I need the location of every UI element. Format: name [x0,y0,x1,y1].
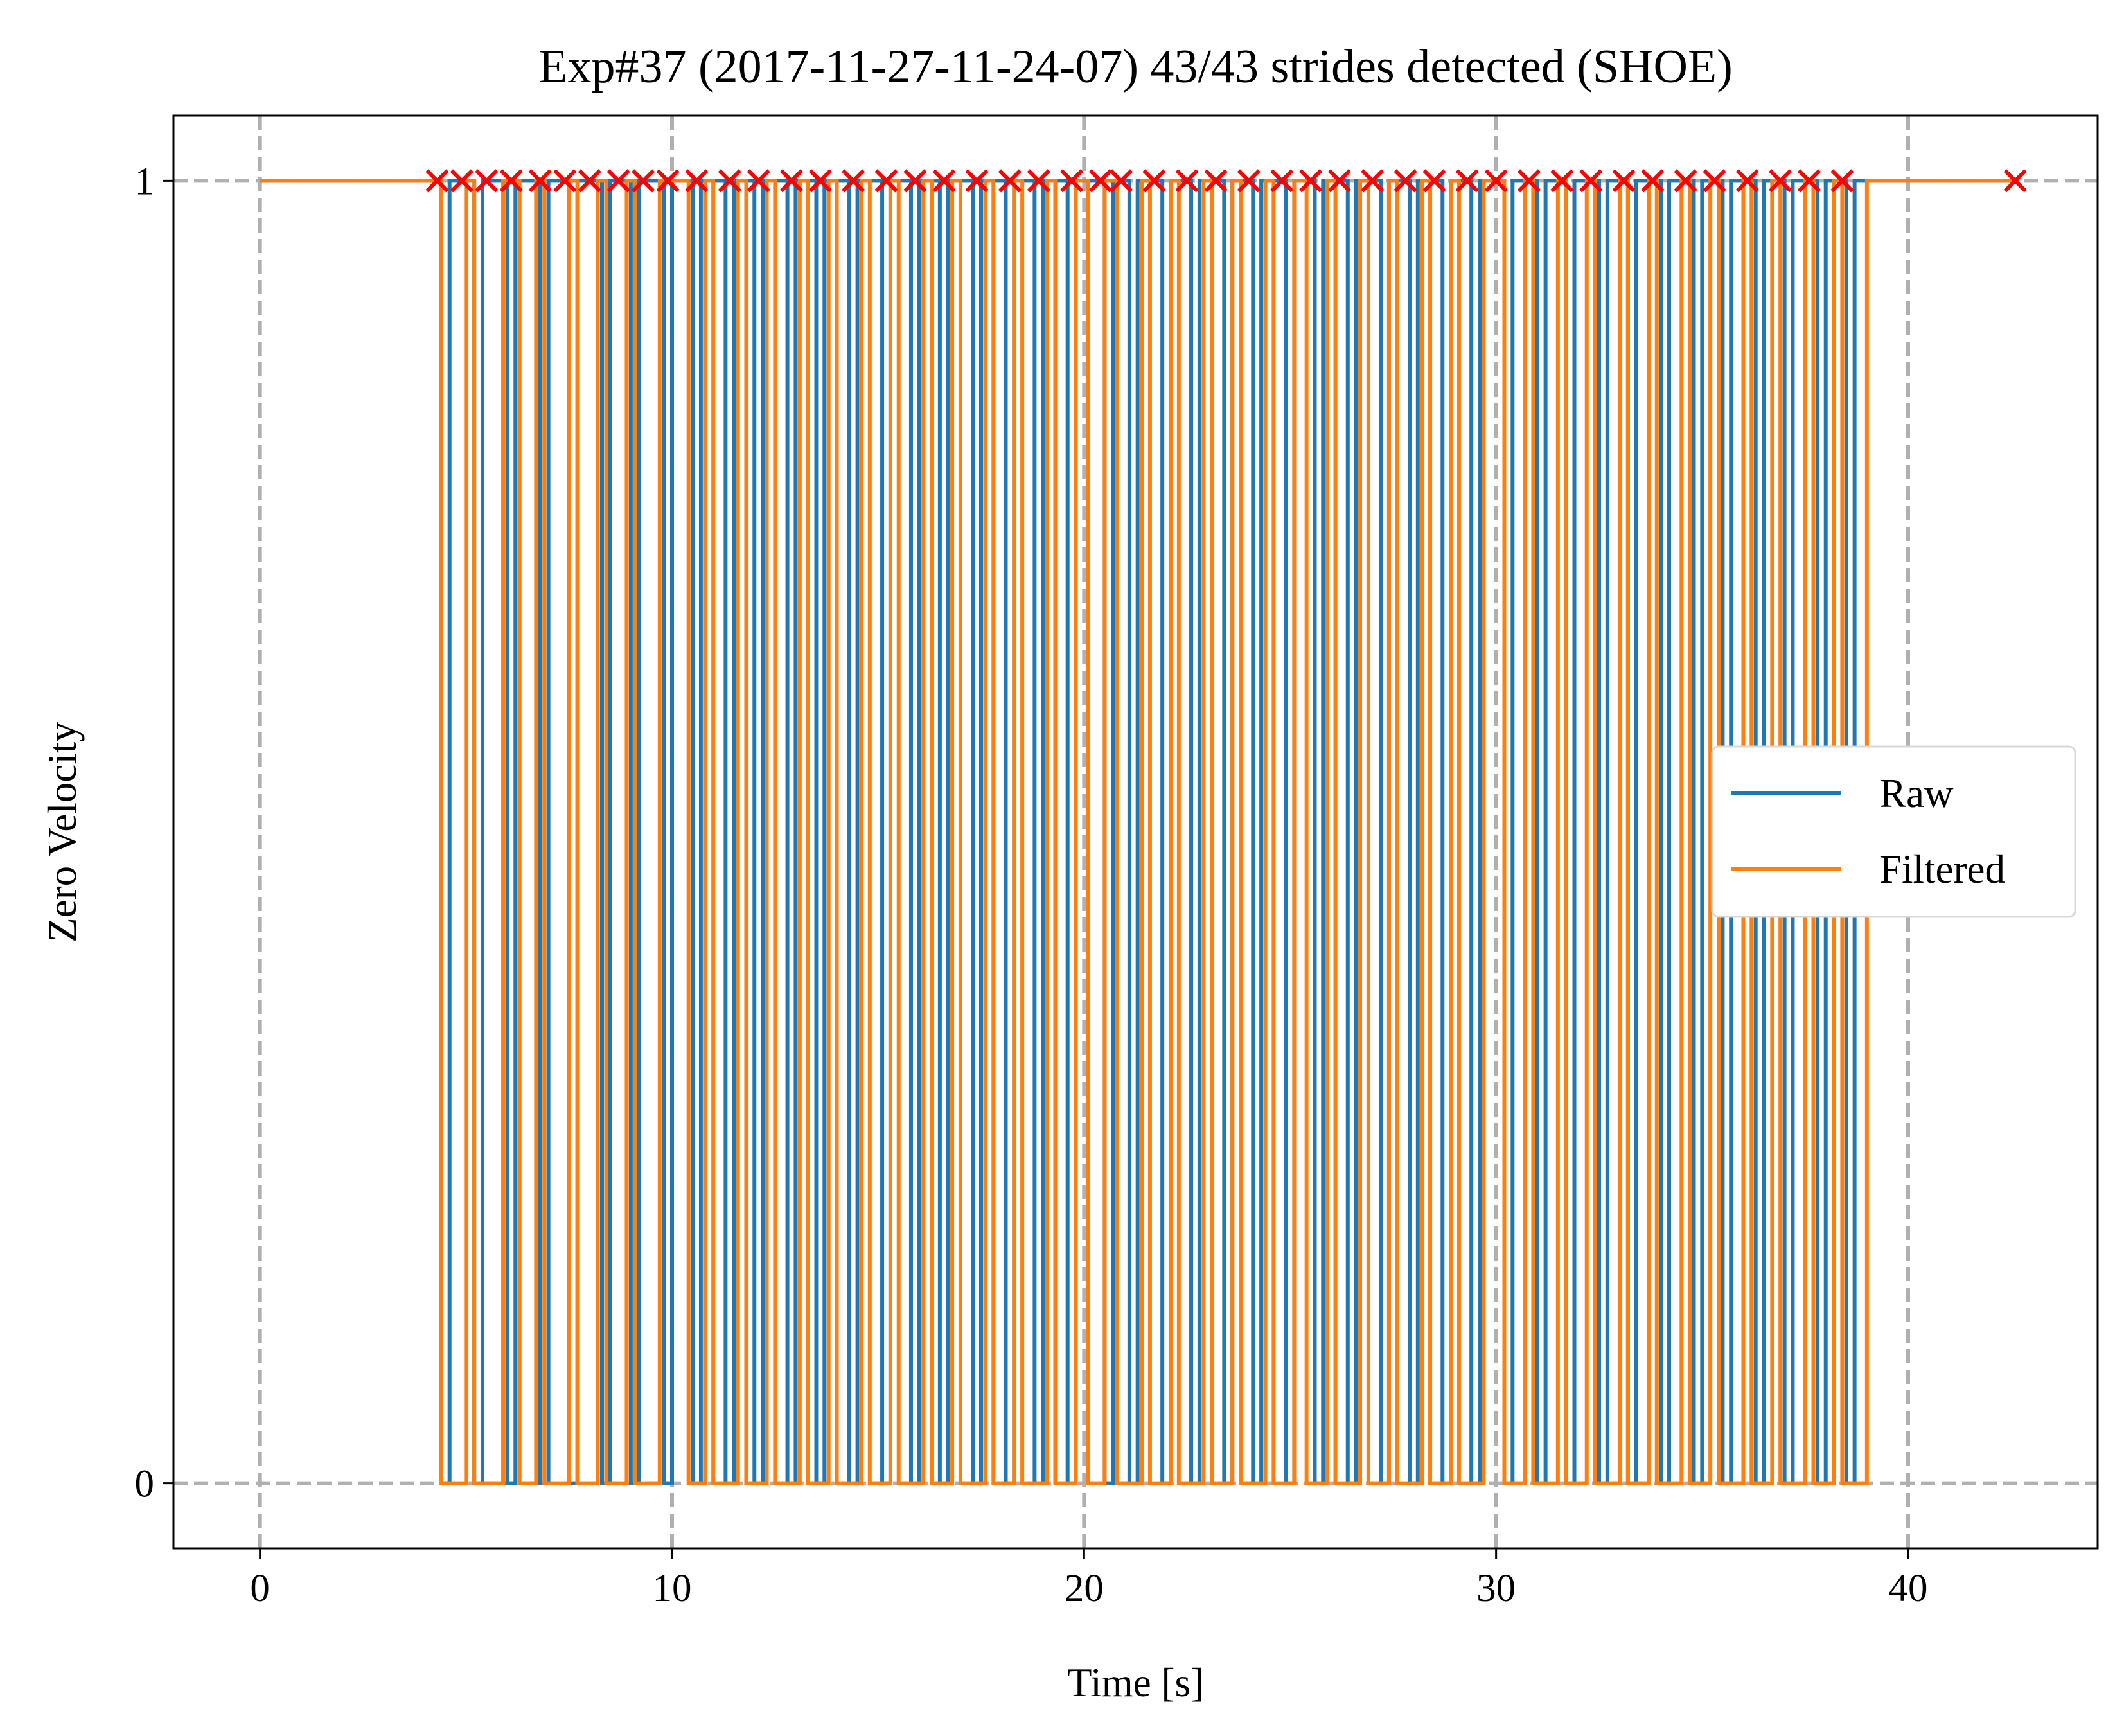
stride-marker [450,169,474,193]
stride-marker [553,169,577,193]
stride-marker [1612,169,1636,193]
stride-marker [1327,169,1352,193]
stride-marker [1142,169,1166,193]
stride-marker [932,169,956,193]
stride-marker [475,169,499,193]
stride-marker [998,169,1022,193]
stride-marker [903,169,927,193]
x-tick-label: 20 [1065,1567,1104,1610]
legend-label-filtered: Filtered [1879,847,2005,892]
stride-marker [685,169,709,193]
stride-marker [606,169,630,193]
legend-box [1711,745,2076,918]
plot-series [260,169,2027,1485]
stride-marker [1484,169,1508,193]
stride-marker [499,169,524,193]
stride-marker [1298,169,1323,193]
stride-marker [1550,169,1574,193]
stride-marker [1422,169,1446,193]
stride-marker [1204,169,1228,193]
stride-marker [1641,169,1665,193]
stride-marker [1088,169,1113,193]
stride-marker [747,169,770,193]
stride-marker [528,169,552,193]
stride-marker [2003,169,2027,193]
stride-marker [965,169,989,193]
x-tick-label: 10 [653,1567,692,1610]
stride-marker [1797,169,1821,193]
stride-marker [1703,169,1726,193]
stride-marker [1769,169,1792,193]
x-tick-label: 30 [1476,1567,1516,1610]
stride-marker [1830,169,1854,193]
series-line-filtered [260,179,2015,1485]
stride-marker [1579,169,1603,193]
stride-marker [1517,169,1541,193]
stride-marker [1175,169,1199,193]
legend: Raw Filtered [1711,745,2076,918]
stride-marker [1237,169,1261,193]
chart-title: Exp#37 (2017-11-27-11-24-07) 43/43 strid… [538,40,1733,93]
stride-marker [425,169,449,193]
stride-marker [779,169,804,193]
axis-ticks: 0 10 20 30 40 0 1 [135,160,1928,1610]
stride-marker [1109,169,1133,193]
stride-marker [874,169,898,193]
stride-marker [631,169,655,193]
stride-marker [808,169,833,193]
stride-marker [718,169,741,193]
y-tick-label: 1 [135,160,155,203]
legend-label-raw: Raw [1879,771,1954,816]
x-tick-label: 0 [250,1567,270,1610]
x-axis-label: Time [s] [1067,1660,1204,1705]
stride-marker [1674,169,1697,193]
stride-marker [1270,169,1294,193]
x-tick-label: 40 [1888,1567,1927,1610]
plot-frame [172,114,2099,1550]
stride-marker [1455,169,1479,193]
y-axis-label: Zero Velocity [40,722,85,943]
stride-marker [656,169,680,193]
stride-marker [1059,169,1084,193]
stride-marker [842,169,865,193]
y-tick-label: 0 [135,1463,155,1506]
stride-marker [1735,169,1759,193]
stride-marker [1027,169,1050,193]
stride-marker [578,169,601,193]
stride-marker [1361,169,1385,193]
stride-marker [1394,169,1417,193]
